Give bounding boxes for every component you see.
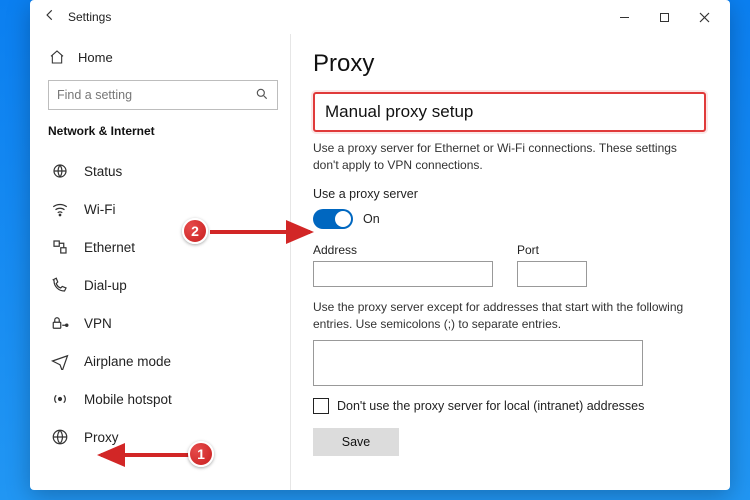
toggle-state-text: On xyxy=(363,212,380,226)
status-icon xyxy=(50,162,70,180)
exceptions-description: Use the proxy server except for addresse… xyxy=(313,299,693,334)
main-panel: Proxy Manual proxy setup Use a proxy ser… xyxy=(290,34,730,490)
maximize-button[interactable] xyxy=(644,3,684,31)
port-label: Port xyxy=(517,243,587,257)
titlebar: Settings xyxy=(30,0,730,34)
sidebar-item-label: Proxy xyxy=(84,430,119,445)
sidebar-item-label: Wi-Fi xyxy=(84,202,115,217)
sidebar-item-dialup[interactable]: Dial-up xyxy=(48,266,276,304)
search-placeholder: Find a setting xyxy=(57,88,255,102)
sidebar-item-wifi[interactable]: Wi-Fi xyxy=(48,190,276,228)
sidebar-item-airplane[interactable]: Airplane mode xyxy=(48,342,276,380)
vpn-icon xyxy=(50,314,70,332)
hotspot-icon xyxy=(50,390,70,408)
annotation-marker-1: 1 xyxy=(188,441,214,467)
minimize-button[interactable] xyxy=(604,3,644,31)
address-input[interactable] xyxy=(313,261,493,287)
sidebar: Home Find a setting Network & Internet S… xyxy=(30,34,290,490)
sidebar-item-hotspot[interactable]: Mobile hotspot xyxy=(48,380,276,418)
sidebar-item-label: Ethernet xyxy=(84,240,135,255)
page-title: Proxy xyxy=(313,50,706,78)
bypass-local-label: Don't use the proxy server for local (in… xyxy=(337,399,644,413)
airplane-icon xyxy=(50,352,70,370)
annotation-arrow-1 xyxy=(95,447,191,463)
sidebar-item-label: VPN xyxy=(84,316,112,331)
save-button-label: Save xyxy=(342,435,371,449)
home-icon xyxy=(48,49,66,65)
annotation-marker-2: 2 xyxy=(182,218,208,244)
exceptions-input[interactable] xyxy=(313,340,643,386)
back-button[interactable] xyxy=(36,8,64,27)
ethernet-icon xyxy=(50,238,70,256)
window-title: Settings xyxy=(68,10,111,24)
annotation-arrow-2 xyxy=(208,224,316,240)
sidebar-item-vpn[interactable]: VPN xyxy=(48,304,276,342)
port-input[interactable] xyxy=(517,261,587,287)
sidebar-item-label: Dial-up xyxy=(84,278,127,293)
section-description: Use a proxy server for Ethernet or Wi-Fi… xyxy=(313,140,693,175)
settings-window: Settings Home Find a setting xyxy=(30,0,730,490)
sidebar-item-label: Airplane mode xyxy=(84,354,171,369)
close-button[interactable] xyxy=(684,3,724,31)
proxy-icon xyxy=(50,428,70,446)
toggle-label: Use a proxy server xyxy=(313,187,706,201)
sidebar-home-label: Home xyxy=(78,50,113,65)
sidebar-item-status[interactable]: Status xyxy=(48,152,276,190)
use-proxy-toggle[interactable] xyxy=(313,209,353,229)
sidebar-item-label: Status xyxy=(84,164,122,179)
highlighted-section-heading: Manual proxy setup xyxy=(313,92,706,132)
search-input[interactable]: Find a setting xyxy=(48,80,278,110)
dialup-icon xyxy=(50,276,70,294)
wifi-icon xyxy=(50,200,70,218)
section-title: Manual proxy setup xyxy=(325,102,694,122)
address-label: Address xyxy=(313,243,493,257)
save-button[interactable]: Save xyxy=(313,428,399,456)
search-icon xyxy=(255,87,269,104)
bypass-local-checkbox[interactable] xyxy=(313,398,329,414)
sidebar-home[interactable]: Home xyxy=(48,40,276,74)
sidebar-item-label: Mobile hotspot xyxy=(84,392,172,407)
sidebar-section-label: Network & Internet xyxy=(48,124,276,138)
